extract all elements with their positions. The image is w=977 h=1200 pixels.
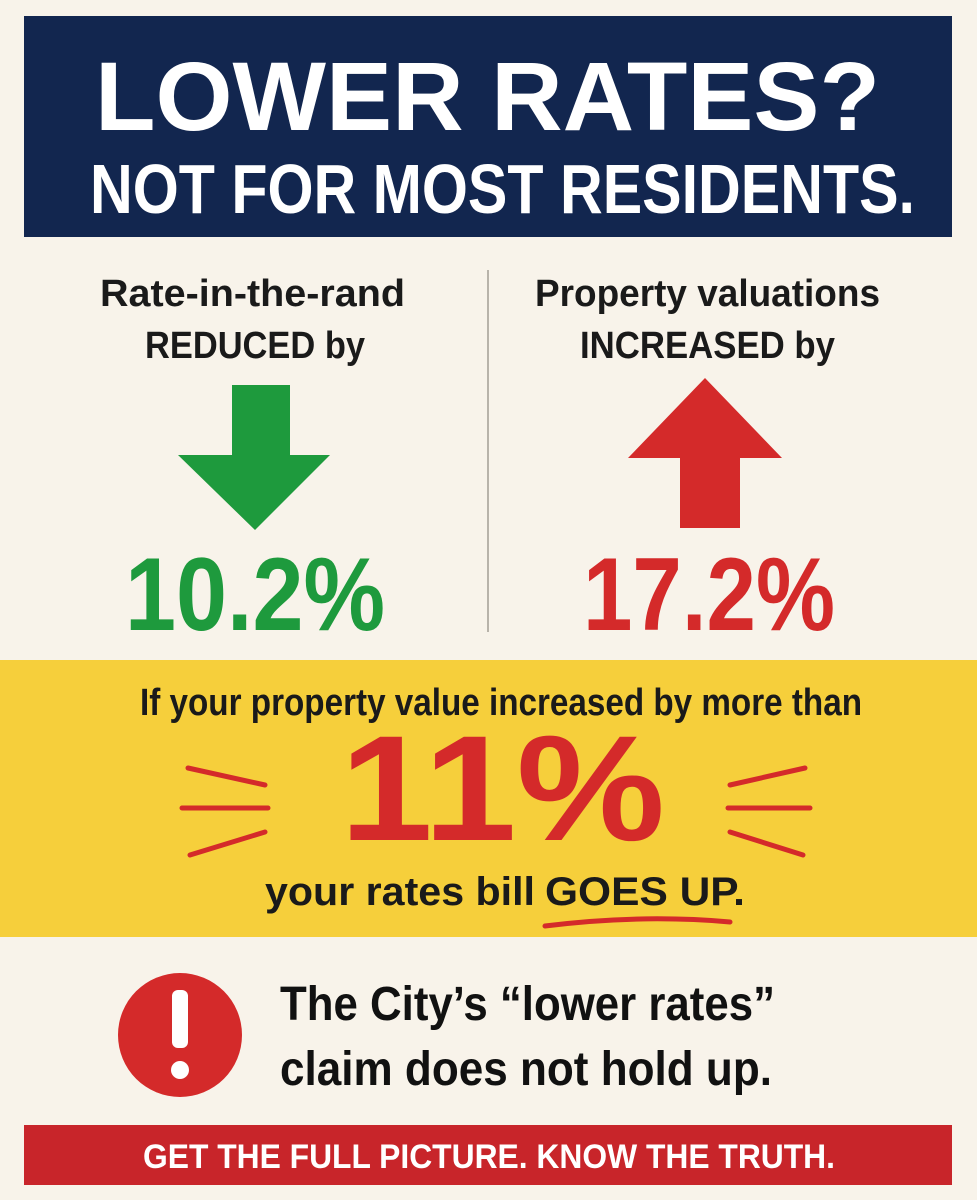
underline — [542, 916, 733, 929]
callout-band — [0, 660, 977, 937]
right-label: INCREASED by — [580, 325, 835, 367]
left-label: REDUCED by — [145, 325, 365, 367]
up-arrow — [628, 378, 782, 528]
footer-bar — [24, 1125, 952, 1185]
callout-value: 11% — [340, 704, 665, 872]
header-line1: LOWER RATES? — [95, 42, 880, 151]
header-line2: NOT FOR MOST RESIDENTS. — [90, 150, 915, 228]
warning-text: The City’s “lower rates” — [280, 978, 775, 1031]
left-value: 10.2% — [125, 537, 385, 653]
right-label: Property valuations — [535, 273, 880, 315]
left-label: Rate-in-the-rand — [100, 273, 405, 315]
warning-icon-dot — [171, 1061, 189, 1079]
callout-outro: your rates bill — [265, 870, 535, 914]
callout-emphasis: GOES UP. — [545, 870, 745, 914]
right-value: 17.2% — [583, 537, 835, 653]
footer-text: GET THE FULL PICTURE. KNOW THE TRUTH. — [143, 1138, 835, 1176]
down-arrow — [178, 385, 330, 530]
burst-lines — [179, 765, 813, 858]
header-box — [24, 16, 952, 237]
warning-icon-bar — [172, 990, 188, 1048]
callout-intro: If your property value increased by more… — [140, 682, 862, 724]
warning-text: claim does not hold up. — [280, 1043, 772, 1096]
